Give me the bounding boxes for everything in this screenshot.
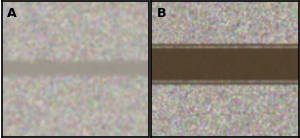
Text: A: A (8, 7, 17, 20)
Text: B: B (157, 7, 166, 20)
